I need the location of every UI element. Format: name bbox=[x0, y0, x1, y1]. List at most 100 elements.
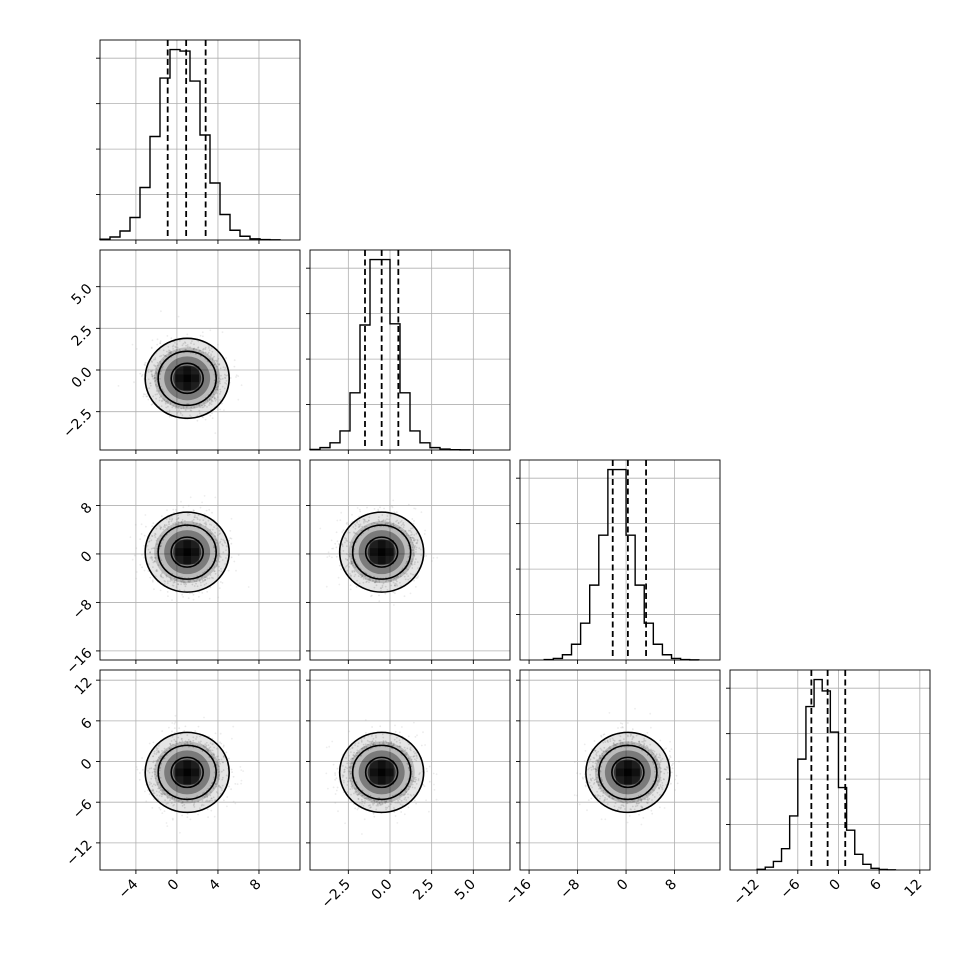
scatter-point bbox=[240, 384, 243, 387]
scatter-point bbox=[209, 402, 211, 405]
scatter-point bbox=[414, 736, 417, 738]
scatter-point bbox=[215, 565, 218, 568]
scatter-point bbox=[151, 403, 154, 405]
scatter-point bbox=[402, 526, 405, 528]
scatter-point bbox=[198, 524, 201, 527]
scatter-point bbox=[594, 750, 597, 752]
scatter-point bbox=[201, 743, 203, 746]
scatter-point bbox=[168, 354, 170, 356]
scatter-point bbox=[191, 743, 194, 746]
scatter-point bbox=[223, 369, 226, 371]
scatter-point bbox=[613, 743, 616, 746]
pair-1-0-core bbox=[175, 366, 200, 391]
scatter-point bbox=[637, 800, 639, 802]
scatter-point bbox=[411, 537, 414, 539]
hist-panel-2 bbox=[516, 459, 721, 664]
scatter-point bbox=[395, 520, 397, 523]
scatter-point bbox=[332, 763, 335, 766]
core-cell bbox=[175, 760, 184, 769]
core-cell bbox=[191, 366, 200, 375]
scatter-point bbox=[204, 800, 207, 803]
scatter-point bbox=[182, 506, 185, 509]
scatter-point bbox=[214, 799, 216, 802]
scatter-point bbox=[325, 746, 328, 749]
scatter-point bbox=[201, 580, 204, 583]
scatter-point bbox=[154, 771, 157, 773]
scatter-point bbox=[154, 777, 157, 780]
scatter-point bbox=[217, 377, 220, 380]
scatter-point bbox=[356, 749, 359, 752]
scatter-point bbox=[197, 347, 199, 349]
scatter-point bbox=[214, 432, 217, 435]
scatter-point bbox=[413, 573, 415, 576]
scatter-point bbox=[350, 553, 353, 556]
scatter-point bbox=[351, 762, 354, 765]
scatter-point bbox=[164, 524, 166, 526]
scatter-point bbox=[349, 588, 352, 591]
scatter-point bbox=[149, 556, 152, 559]
scatter-point bbox=[161, 792, 164, 795]
scatter-point bbox=[351, 757, 354, 760]
scatter-point bbox=[589, 784, 592, 787]
scatter-point bbox=[339, 519, 342, 521]
scatter-point bbox=[377, 803, 379, 806]
scatter-point bbox=[217, 554, 219, 556]
scatter-point bbox=[153, 770, 156, 773]
scatter-point bbox=[407, 735, 410, 738]
scatter-point bbox=[219, 532, 222, 535]
scatter-point bbox=[158, 756, 160, 759]
scatter-point bbox=[404, 572, 406, 575]
scatter-point bbox=[161, 812, 164, 814]
scatter-point bbox=[390, 741, 393, 743]
bottom-tick-label-col0-2: 4 bbox=[206, 876, 224, 894]
scatter-point bbox=[143, 393, 145, 395]
scatter-point bbox=[641, 806, 644, 809]
scatter-point bbox=[591, 777, 594, 780]
scatter-point bbox=[199, 581, 202, 584]
scatter-point bbox=[412, 755, 415, 758]
scatter-point bbox=[222, 776, 224, 779]
scatter-point bbox=[678, 760, 680, 763]
scatter-point bbox=[187, 580, 190, 583]
scatter-point bbox=[198, 741, 200, 744]
scatter-point bbox=[159, 574, 162, 577]
scatter-point bbox=[375, 808, 378, 811]
scatter-point bbox=[413, 758, 416, 761]
scatter-point bbox=[169, 352, 171, 354]
scatter-point bbox=[381, 514, 384, 516]
scatter-point bbox=[213, 379, 216, 382]
scatter-point bbox=[149, 576, 152, 579]
scatter-point bbox=[354, 744, 356, 747]
scatter-point bbox=[218, 758, 221, 761]
scatter-point bbox=[370, 740, 372, 743]
scatter-point bbox=[221, 543, 224, 546]
scatter-point bbox=[178, 727, 181, 730]
scatter-point bbox=[385, 800, 387, 803]
scatter-point bbox=[227, 569, 230, 572]
scatter-point bbox=[153, 560, 156, 563]
core-cell bbox=[615, 768, 624, 777]
scatter-point bbox=[169, 402, 172, 404]
scatter-point bbox=[377, 508, 380, 511]
scatter-point bbox=[175, 586, 178, 588]
scatter-point bbox=[152, 790, 155, 792]
scatter-point bbox=[592, 765, 595, 768]
hist-3-steps bbox=[756, 678, 897, 871]
scatter-point bbox=[393, 511, 395, 514]
hist-0-frame bbox=[99, 39, 301, 241]
scatter-point bbox=[153, 798, 155, 801]
scatter-point bbox=[164, 355, 167, 357]
scatter-point bbox=[155, 390, 158, 392]
scatter-point bbox=[325, 772, 328, 775]
scatter-point bbox=[650, 726, 652, 729]
scatter-point bbox=[611, 797, 614, 799]
scatter-point bbox=[229, 377, 232, 379]
scatter-point bbox=[197, 800, 200, 803]
scatter-point bbox=[416, 539, 419, 542]
scatter-point bbox=[153, 760, 155, 762]
hist-panel-0 bbox=[96, 39, 301, 244]
scatter-point bbox=[594, 749, 596, 752]
scatter-point bbox=[378, 516, 380, 518]
scatter-point bbox=[208, 597, 211, 600]
scatter-point bbox=[587, 768, 589, 771]
